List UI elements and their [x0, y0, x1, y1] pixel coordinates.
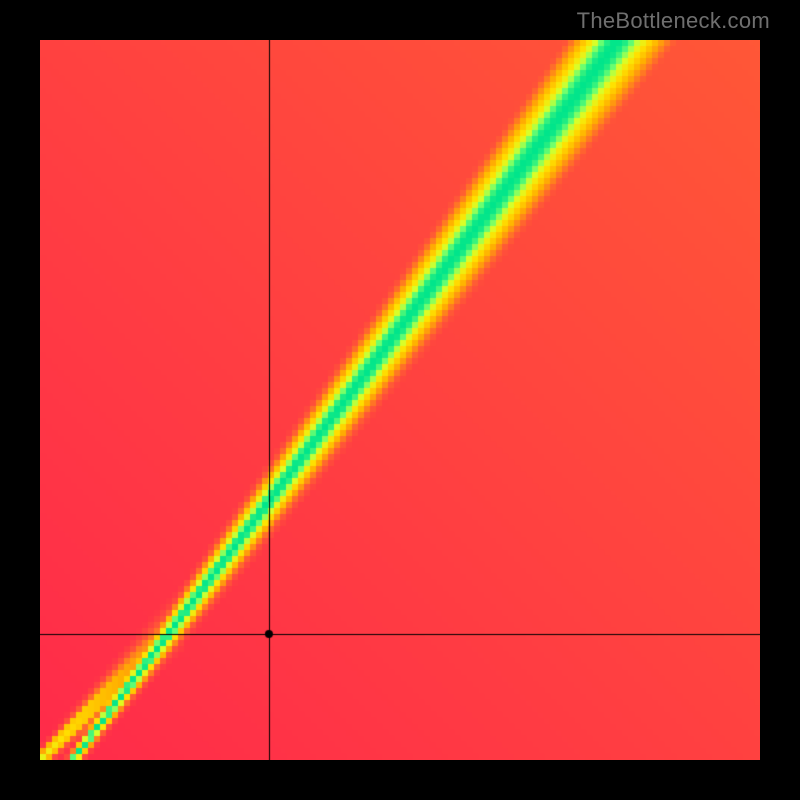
chart-container: TheBottleneck.com: [0, 0, 800, 800]
bottleneck-heatmap: [40, 40, 760, 760]
plot-area: [40, 40, 760, 760]
watermark-text: TheBottleneck.com: [577, 8, 770, 34]
